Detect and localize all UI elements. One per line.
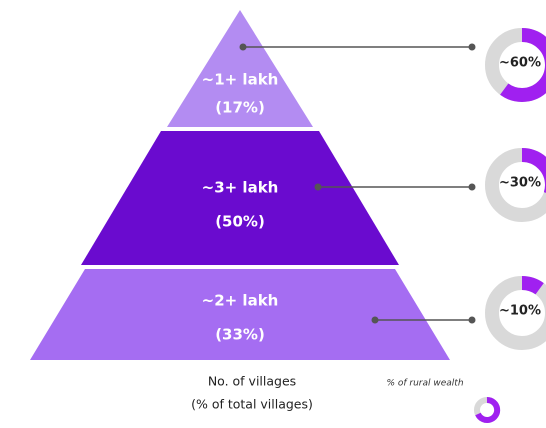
legend-donut-arc	[475, 396, 501, 423]
connector-dots	[239, 43, 476, 324]
tier-label: ~1+ lakh	[202, 71, 279, 89]
tier-label: ~3+ lakh	[202, 179, 279, 197]
dot	[468, 183, 476, 191]
dot	[314, 183, 322, 191]
tier-share: (17%)	[215, 99, 265, 117]
donut-arc	[485, 276, 546, 350]
dot	[371, 316, 379, 324]
donut-arc	[485, 28, 546, 102]
donut-label: ~60%	[499, 56, 541, 71]
tier-share: (50%)	[215, 213, 265, 231]
donut-label: ~30%	[499, 176, 541, 191]
tier-middle	[81, 131, 399, 265]
footer-label: No. of villages	[208, 374, 296, 389]
connectors	[243, 46, 472, 321]
tier-share: (33%)	[215, 326, 265, 344]
donut-label: ~10%	[499, 304, 541, 319]
tier-top	[167, 10, 313, 127]
legend-label: % of rural wealth	[386, 379, 463, 389]
dot	[468, 43, 476, 51]
dot	[239, 43, 247, 51]
dot	[468, 316, 476, 324]
tier-bottom	[30, 269, 450, 360]
tier-label: ~2+ lakh	[202, 292, 279, 310]
footer-sub: (% of total villages)	[191, 397, 313, 412]
donut-arc	[485, 148, 546, 222]
